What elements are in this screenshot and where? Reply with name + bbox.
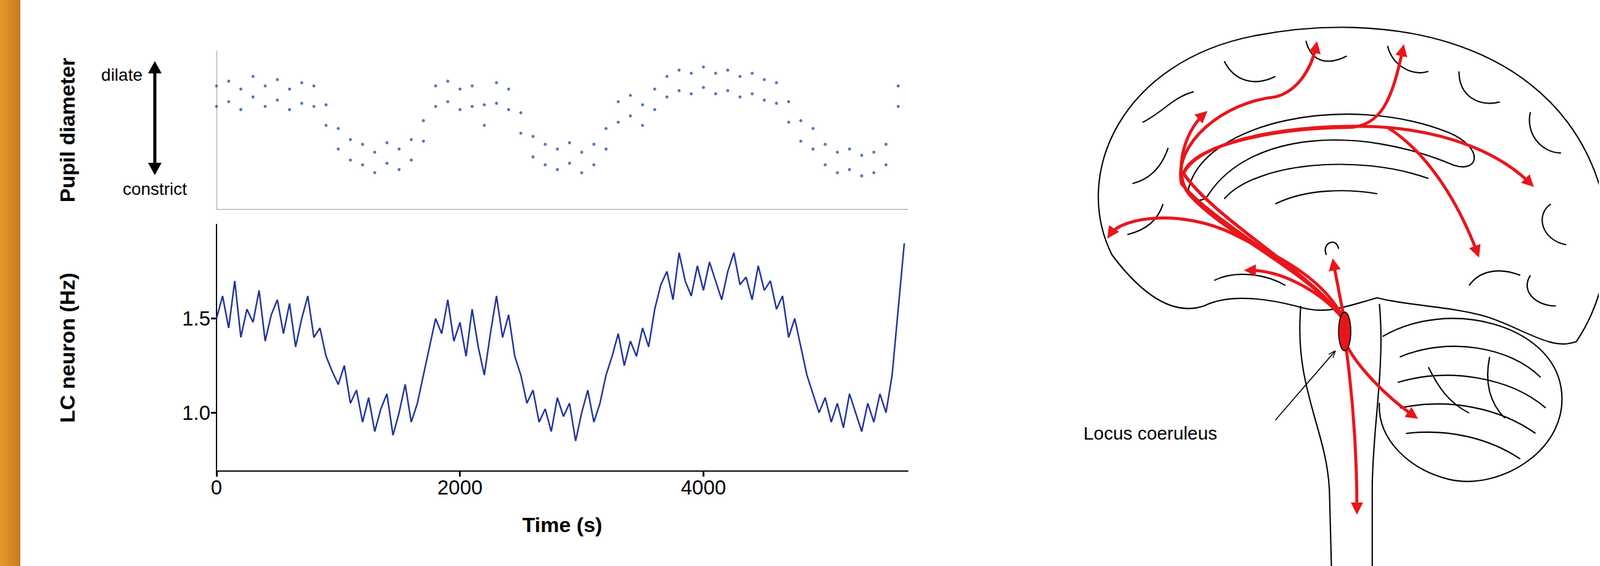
svg-text:constrict: constrict bbox=[122, 179, 187, 199]
svg-text:Pupil diameter: Pupil diameter bbox=[55, 57, 79, 203]
svg-text:2000: 2000 bbox=[437, 476, 483, 499]
svg-text:Time (s): Time (s) bbox=[522, 513, 603, 537]
svg-text:dilate: dilate bbox=[101, 65, 143, 85]
svg-text:1.0: 1.0 bbox=[181, 401, 211, 425]
svg-text:0: 0 bbox=[210, 476, 223, 499]
svg-text:4000: 4000 bbox=[680, 476, 726, 499]
svg-text:Locus coeruleus: Locus coeruleus bbox=[1083, 423, 1218, 444]
svg-text:1.5: 1.5 bbox=[181, 307, 211, 330]
svg-text:LC neuron (Hz): LC neuron (Hz) bbox=[55, 272, 79, 424]
